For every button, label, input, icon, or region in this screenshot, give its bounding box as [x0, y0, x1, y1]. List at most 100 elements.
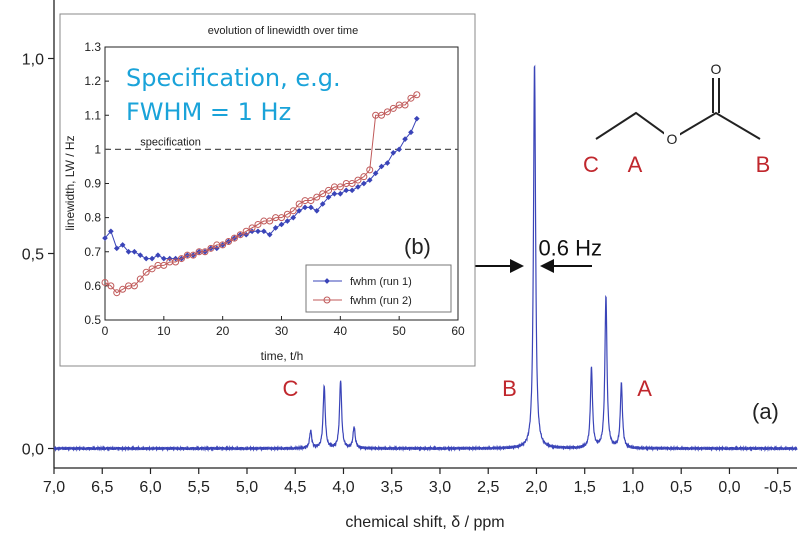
inset-point: [201, 248, 209, 256]
inset-point: [284, 218, 291, 224]
inset-point: [289, 207, 297, 215]
inset-point: [102, 235, 108, 241]
inset-point: [254, 220, 262, 228]
inset-point: [107, 282, 115, 290]
inset-point: [313, 207, 320, 214]
ethyl-acetate-molecule: O O C A B: [583, 60, 770, 177]
inset-ticks: 0 10 20 30 40 50 60 0.5 0.6 0.7 0.8 0.9 1 1.1 1.2 1.3: [84, 40, 465, 338]
inset-x-tick-label: 50: [392, 324, 406, 338]
inset-point: [143, 255, 150, 262]
inset-point: [236, 231, 244, 239]
spec-overlay-line1: Specification, e.g.: [126, 64, 341, 92]
peak-annotations: C B A 0.6 Hz: [282, 235, 652, 400]
inset-point: [283, 210, 291, 218]
inset-panel-label: (b): [404, 234, 431, 259]
inset-point: [372, 170, 379, 177]
inset-point: [125, 248, 132, 255]
inset-point: [319, 201, 326, 207]
inset-point: [230, 234, 238, 242]
inset-point: [390, 149, 397, 156]
inset-x-tick-label: 0: [102, 324, 109, 338]
inset-point: [413, 91, 421, 99]
main-y-tick-label: 0,5: [22, 247, 44, 264]
legend-entry: fwhm (run 2): [350, 295, 412, 307]
main-panel-label: (a): [752, 399, 779, 424]
inset-point: [148, 265, 156, 273]
inset-point: [307, 197, 315, 205]
main-x-axis-label: chemical shift, δ / ppm: [345, 514, 504, 531]
inset-point: [378, 163, 385, 170]
inset-point: [401, 101, 409, 109]
inset-point: [266, 217, 274, 225]
inset-title: evolution of linewidth over time: [208, 25, 358, 37]
inset-series: [101, 91, 421, 297]
inset-point: [101, 278, 109, 286]
inset-point: [402, 136, 408, 142]
main-axes: [53, 0, 797, 469]
inset-x-tick-label: 60: [451, 324, 465, 338]
inset-point: [278, 214, 285, 222]
inset-point: [136, 275, 144, 283]
inset-point: [189, 251, 197, 259]
inset-point: [389, 104, 397, 112]
inset-point: [261, 228, 267, 235]
inset-point: [113, 245, 120, 252]
main-x-tick-label: 3,0: [429, 479, 451, 496]
inset-point: [355, 184, 361, 190]
main-x-tick-label: 5,0: [236, 479, 258, 496]
main-y-tick-label: 0,0: [22, 442, 44, 459]
inset-x-tick-label: 20: [216, 324, 230, 338]
inset-y-axis-label: linewidth, LW / Hz: [63, 135, 77, 230]
inset-point: [348, 180, 356, 187]
inset-point: [172, 258, 180, 266]
molecule-label-c: C: [583, 152, 599, 177]
inset-point: [248, 224, 256, 232]
inset-point: [119, 285, 127, 293]
spectrum-line: [53, 64, 798, 453]
inset-point: [313, 193, 321, 201]
inset-y-tick-label: 0.6: [84, 279, 101, 293]
inset-point: [177, 255, 185, 263]
main-y-tick-label: 1,0: [22, 52, 44, 69]
inset-x-tick-label: 40: [334, 324, 348, 338]
inset-y-tick-label: 0.7: [84, 245, 101, 259]
linewidth-arrows: [473, 259, 592, 273]
inset-y-tick-label: 1.2: [84, 74, 101, 88]
main-x-tick-label: 7,0: [43, 479, 65, 496]
inset-point: [149, 255, 155, 262]
inset-point: [366, 177, 373, 183]
inset-point: [408, 129, 414, 136]
inset-point: [266, 231, 273, 238]
main-x-tick-label: 0,0: [718, 479, 740, 496]
inset-point: [219, 241, 227, 249]
inset-y-tick-label: 0.5: [84, 313, 101, 327]
molecule-label-b: B: [756, 152, 771, 177]
inset-point: [378, 111, 386, 119]
inset-point: [242, 227, 250, 235]
inset-point: [331, 190, 338, 197]
main-x-tick-label: 2,0: [525, 479, 547, 496]
inset-y-tick-label: 1: [94, 142, 101, 156]
peak-annotation: A: [637, 376, 652, 401]
inset-point: [160, 261, 168, 269]
inset-point: [161, 255, 167, 262]
inset-point: [296, 207, 302, 214]
inset-point: [337, 190, 344, 197]
molecule-atom-o-ester: O: [667, 131, 678, 147]
spec-overlay-line2: FWHM = 1 Hz: [126, 98, 291, 126]
molecule-atom-o-carbonyl: O: [711, 61, 722, 77]
main-x-tick-label: 0,5: [670, 479, 692, 496]
inset-point: [155, 252, 161, 258]
inset-point: [108, 228, 114, 235]
inset-x-tick-label: 10: [157, 324, 171, 338]
inset-point: [278, 221, 285, 228]
inset-point: [131, 248, 138, 255]
main-x-tick-label: 6,5: [91, 479, 113, 496]
inset-point: [396, 146, 402, 153]
inset-point: [225, 238, 233, 246]
peak-annotation: 0.6 Hz: [538, 235, 602, 260]
inset-point: [336, 183, 344, 191]
inset-point: [407, 94, 415, 102]
main-x-tick-label: -0,5: [764, 479, 792, 496]
inset-point: [360, 173, 368, 181]
